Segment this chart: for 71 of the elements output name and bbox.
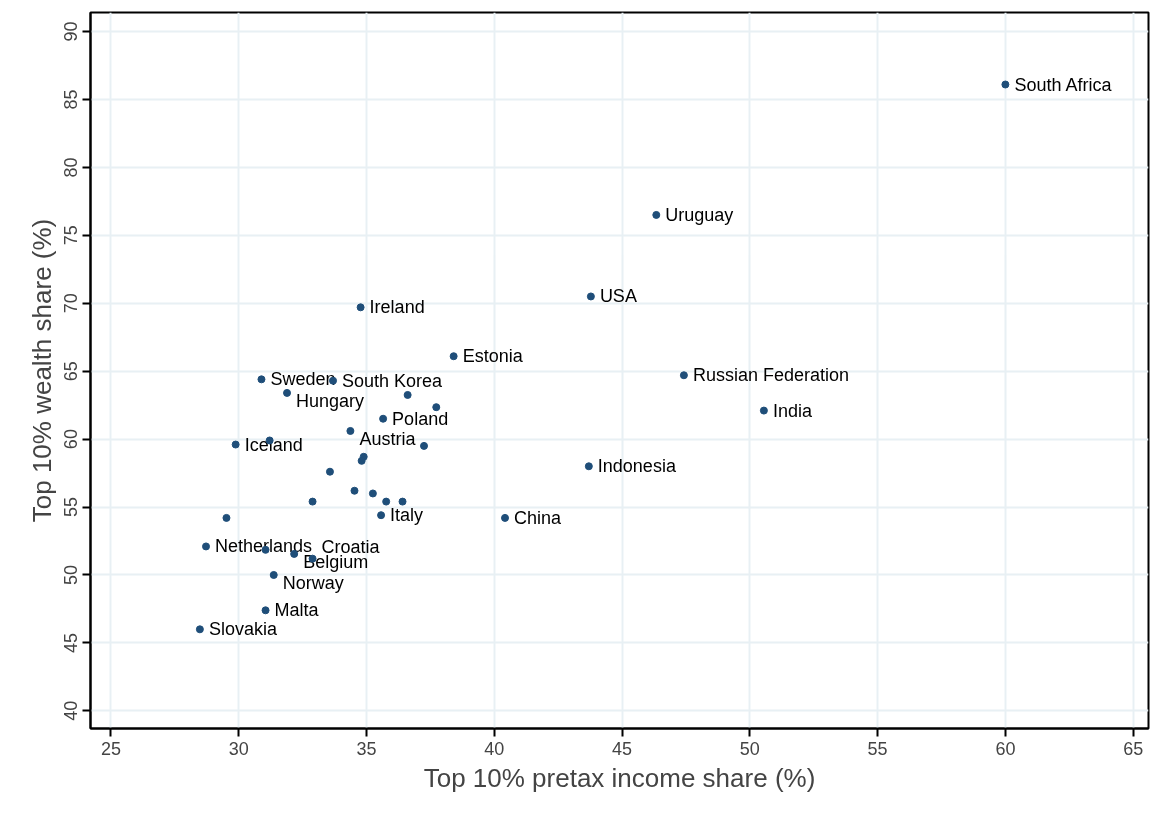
annotation: USA (599, 286, 637, 307)
point (202, 542, 211, 551)
y-axis-title: Top 10% wealth share (%) (26, 218, 57, 523)
x-tick-label: 30 (228, 738, 249, 759)
y-tick-label: 45 (61, 632, 82, 653)
y-tick-label: 70 (61, 293, 82, 314)
annotation: China (514, 507, 563, 528)
annotation: Italy (390, 505, 424, 526)
point (679, 371, 688, 380)
x-axis-title: Top 10% pretax income share (%) (423, 762, 816, 793)
point (652, 210, 661, 219)
annotation: Norway (282, 572, 344, 593)
point (325, 467, 334, 476)
point (269, 570, 278, 579)
point (356, 303, 365, 312)
x-tick-label: 35 (356, 738, 377, 759)
x-tick-label: 60 (995, 738, 1016, 759)
x-tick-label: 25 (100, 738, 121, 759)
point (586, 292, 595, 301)
point (231, 440, 240, 449)
point (283, 388, 292, 397)
point (377, 511, 386, 520)
annotation: Estonia (462, 346, 524, 367)
x-tick-label: 55 (867, 738, 888, 759)
annotation: Malta (274, 600, 320, 621)
point (584, 462, 593, 471)
y-tick-label: 65 (61, 361, 82, 382)
y-tick-label: 75 (61, 225, 82, 246)
annotation: India (772, 400, 813, 421)
annotation: Uruguay (665, 204, 734, 225)
annotation: Austria (359, 428, 417, 449)
point (403, 390, 412, 399)
point (449, 352, 458, 361)
point (432, 403, 441, 412)
x-tick-label: 45 (612, 738, 633, 759)
point (382, 497, 391, 506)
y-tick-label: 80 (61, 157, 82, 178)
point (379, 414, 388, 423)
point (398, 497, 407, 506)
annotation: Ireland (369, 297, 425, 318)
point (368, 489, 377, 498)
point (261, 606, 270, 615)
point (420, 441, 428, 450)
point (257, 375, 266, 384)
point (350, 486, 359, 495)
x-tick-label: 50 (739, 738, 760, 759)
annotation: Slovakia (208, 619, 278, 640)
annotation: Iceland (244, 434, 303, 455)
annotation: Poland (392, 408, 449, 429)
annotation: Indonesia (597, 456, 677, 477)
point (308, 497, 317, 506)
point (346, 426, 355, 435)
y-tick-label: 50 (61, 564, 82, 585)
annotation: Russian Federation (692, 365, 849, 386)
point (222, 513, 231, 522)
annotation: Hungary (296, 390, 365, 411)
x-tick-label: 40 (484, 738, 505, 759)
annotation: South Africa (1014, 74, 1113, 95)
x-tick-label: 65 (1123, 738, 1144, 759)
y-tick-label: 40 (61, 700, 82, 721)
point (1001, 80, 1010, 89)
point (759, 406, 768, 415)
annotation: Sweden (270, 369, 336, 390)
y-tick-label: 85 (61, 89, 82, 110)
annotation: South Korea (342, 370, 444, 391)
y-tick-label: 90 (61, 21, 82, 42)
y-tick-label: 60 (61, 429, 82, 450)
point (195, 625, 204, 634)
y-tick-label: 55 (61, 497, 82, 518)
point (501, 513, 510, 522)
point (357, 456, 366, 465)
